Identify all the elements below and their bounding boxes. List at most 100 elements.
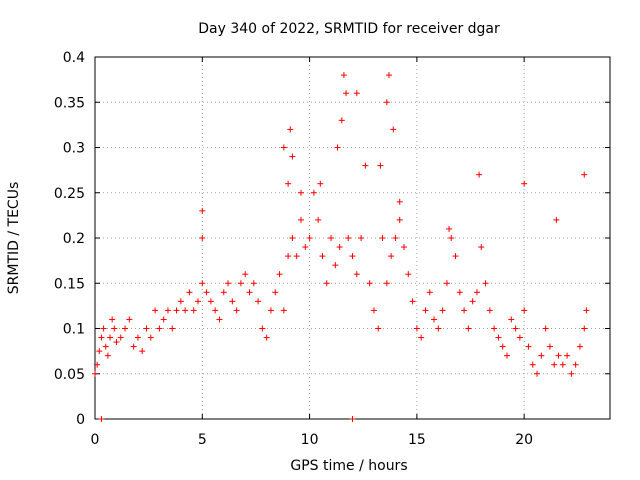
data-points [92,72,590,422]
data-point [287,126,294,133]
data-point [422,307,429,314]
data-point [242,271,249,278]
data-point [113,339,120,346]
data-point [426,289,433,296]
data-point [469,298,476,305]
data-point [379,235,386,241]
data-point [568,370,575,377]
x-axis-label: GPS time / hours [290,458,407,474]
data-point [285,180,292,187]
data-point [358,235,365,241]
data-point [581,325,588,332]
data-point [96,348,103,355]
data-point [255,298,262,305]
data-point [452,253,459,260]
data-point [109,316,116,323]
data-point [383,280,390,287]
data-point [293,253,300,260]
data-point [553,216,560,223]
data-point [207,298,214,305]
chart-title: Day 340 of 2022, SRMTID for receiver dga… [198,21,500,37]
y-axis: 0 0.05 0.1 0.15 0.2 0.25 0.3 0.35 0.4 [54,50,610,428]
data-point [139,348,146,355]
y-tick-label: 0 [76,412,85,428]
data-point [285,253,292,260]
data-point [147,334,154,341]
data-point [156,325,163,332]
data-point [448,235,455,241]
data-point [461,307,468,314]
data-point [334,144,341,151]
data-point [456,289,463,296]
data-point [302,244,309,251]
x-tick-label: 15 [408,432,426,448]
data-point [353,271,360,278]
x-tick-label: 0 [91,432,100,448]
data-point [259,325,266,332]
data-point [362,162,369,169]
data-point [446,225,453,232]
data-point [152,307,159,314]
data-point [310,189,317,196]
data-point [385,72,392,79]
data-point [431,316,438,323]
data-point [555,352,562,359]
data-point [409,298,416,305]
data-point [122,325,129,332]
data-point [111,325,118,332]
data-point [546,343,553,350]
data-point [525,343,532,350]
data-point [336,244,343,251]
y-tick-label: 0.3 [63,141,85,157]
data-point [107,334,114,341]
data-point [516,334,523,341]
data-point [186,289,193,296]
data-point [134,334,141,341]
data-point [199,280,206,287]
data-point [542,325,549,332]
y-tick-label: 0.05 [54,367,85,383]
data-point [388,253,395,260]
data-point [229,298,236,305]
data-point [328,235,335,241]
data-point [289,153,296,160]
data-point [521,180,528,187]
data-point [392,235,399,241]
data-point [250,280,257,287]
data-point [521,307,528,314]
x-tick-label: 20 [515,432,533,448]
data-point [559,361,566,368]
data-point [199,235,206,241]
data-point [504,352,510,359]
data-point [177,298,184,305]
data-point [98,334,105,341]
data-point [104,352,111,359]
data-point [435,325,442,332]
data-point [499,343,506,350]
data-point [375,325,382,332]
data-point [280,144,287,151]
y-tick-label: 0.4 [63,50,85,66]
data-point [306,235,313,241]
data-point [383,99,390,106]
data-point [98,416,105,422]
data-point [319,253,326,260]
data-point [233,307,240,314]
data-point [405,271,412,278]
data-point [564,352,571,359]
y-tick-label: 0.25 [54,186,85,202]
data-point [390,126,397,133]
data-point [263,334,270,341]
data-point [495,334,502,341]
data-point [317,180,324,187]
y-tick-label: 0.1 [63,322,85,338]
data-point [349,416,356,422]
data-point [199,207,206,214]
y-tick-label: 0.2 [63,231,85,247]
data-point [508,316,515,323]
data-point [401,244,407,251]
data-point [130,343,137,350]
data-point [164,307,171,314]
data-point [534,370,541,377]
data-point [126,316,133,323]
